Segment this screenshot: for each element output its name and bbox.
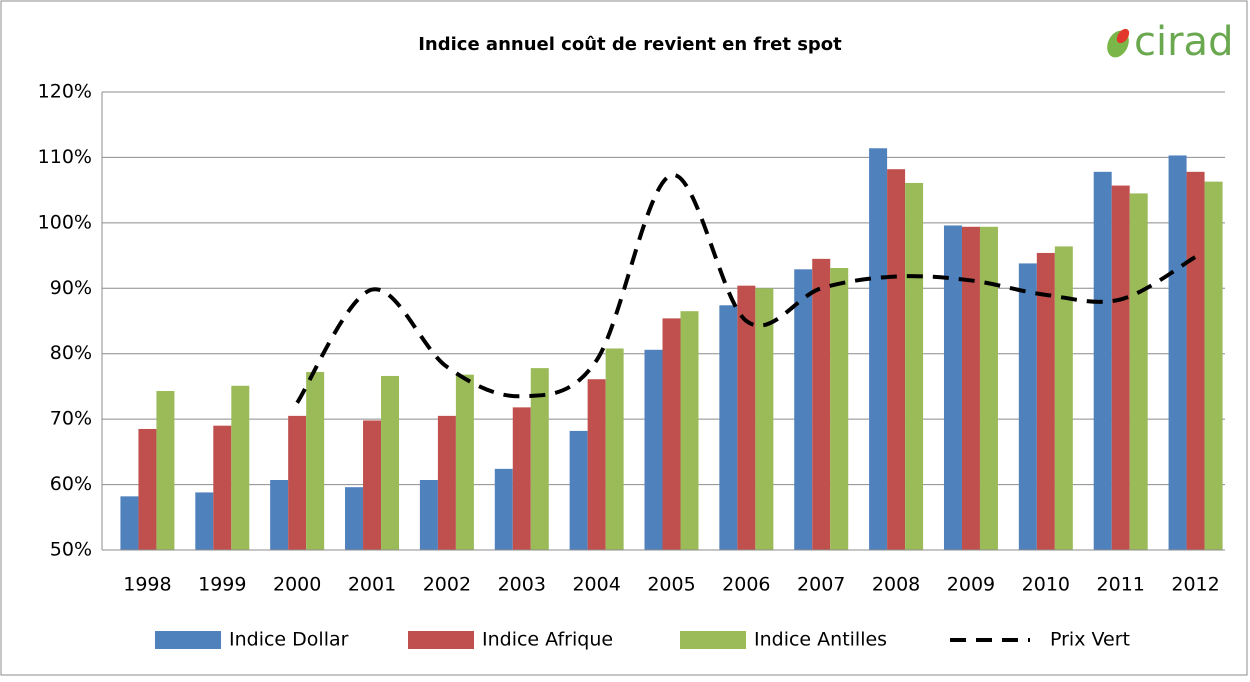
logo-leaf-accent [1116,28,1130,44]
x-tick-label: 2012 [1171,574,1219,596]
y-tick-label: 60% [50,473,92,495]
y-tick-label: 80% [50,342,92,364]
bar [961,226,980,551]
x-tick-label: 2010 [1022,574,1070,596]
y-tick-label: 110% [38,146,92,168]
bar [156,391,175,550]
bar [569,430,588,550]
bar [288,415,307,550]
bar [530,368,549,550]
logo-text: cirad [1134,19,1233,65]
bar [494,468,513,550]
y-tick-label: 100% [38,211,92,233]
legend-label: Indice Dollar [229,629,349,651]
bar [794,269,813,550]
y-tick-label: 90% [50,277,92,299]
bar [1168,155,1187,551]
x-tick-label: 2005 [647,574,695,596]
bar [1204,181,1223,550]
bar [306,372,325,550]
x-tick-label: 2000 [273,574,321,596]
bar [195,492,214,550]
legend-label: Prix Vert [1050,629,1130,651]
bar [512,407,531,550]
chart-title: Indice annuel coût de revient en fret sp… [418,34,842,55]
logo: cirad [1107,19,1233,65]
bar [905,182,924,550]
bar [869,148,888,551]
x-tick-label: 2009 [947,574,995,596]
bar [587,379,606,550]
bar [719,305,738,550]
legend-swatch [680,631,746,649]
bar [1036,252,1055,550]
legend-swatch [155,631,221,649]
bar [830,268,849,550]
bar [120,496,139,550]
legend-label: Indice Afrique [482,629,613,651]
bar [644,349,663,550]
bar [680,311,699,550]
x-tick-label: 2001 [348,574,396,596]
bar [1018,263,1037,550]
x-tick-label: 2011 [1097,574,1145,596]
bar [345,487,364,550]
bar [1129,193,1148,550]
bar [812,258,831,550]
bar [1054,246,1073,550]
legend-label: Indice Antilles [754,629,887,651]
bar [943,225,962,550]
legend-swatch [408,631,474,649]
x-tick-label: 2003 [498,574,546,596]
line [295,173,1197,404]
bar [363,420,382,550]
y-tick-label: 120% [38,81,92,103]
bar [979,226,998,551]
y-tick-label: 70% [50,408,92,430]
x-tick-label: 1998 [123,574,171,596]
x-tick-label: 1999 [198,574,246,596]
bar [231,385,250,550]
bar [737,285,756,550]
x-tick-label: 2006 [722,574,770,596]
bar [887,169,906,550]
bar [755,288,774,550]
bar [1111,185,1130,550]
x-tick-label: 2004 [572,574,620,596]
x-tick-label: 2002 [423,574,471,596]
x-tick-label: 2007 [797,574,845,596]
bar [437,415,456,550]
bar [662,318,681,550]
bar [419,479,438,550]
bar [605,348,624,550]
x-tick-label: 2008 [872,574,920,596]
bar [270,479,289,550]
bar [1093,171,1112,550]
bar [138,428,157,550]
bar [1186,171,1205,550]
bar [381,375,400,550]
bar [213,425,232,550]
y-tick-label: 50% [50,539,92,561]
bar [455,374,474,550]
